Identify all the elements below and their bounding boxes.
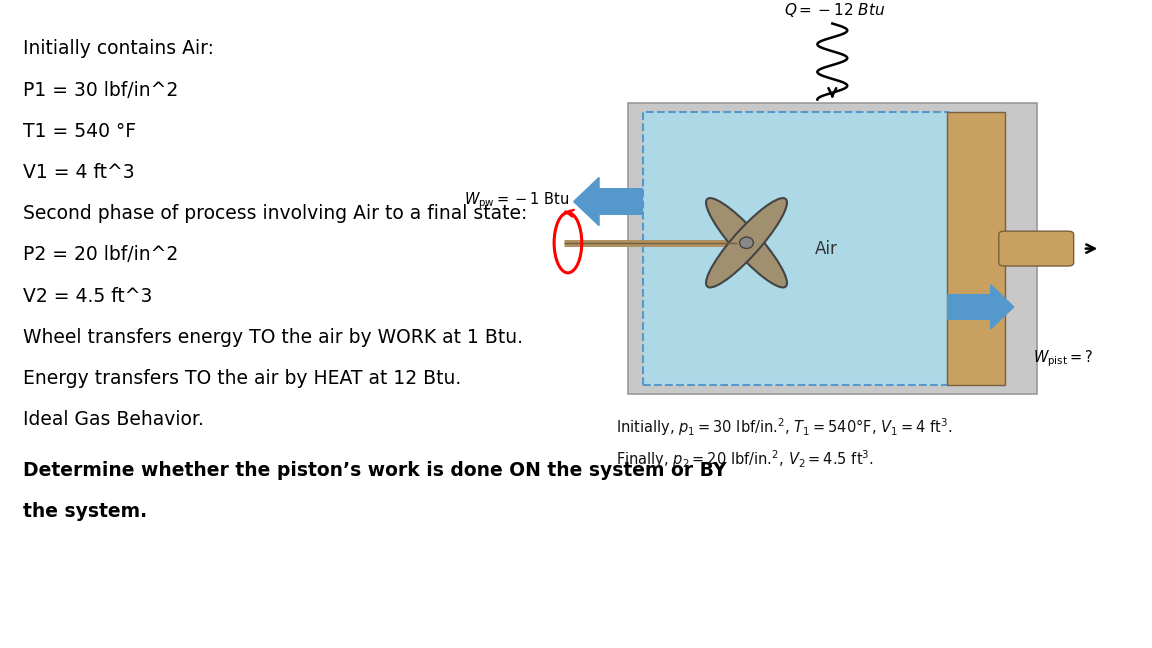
- Ellipse shape: [706, 198, 787, 288]
- Bar: [947, 294, 991, 319]
- Text: P2 = 20 lbf/in^2: P2 = 20 lbf/in^2: [23, 246, 179, 264]
- Text: V2 = 4.5 ft^3: V2 = 4.5 ft^3: [23, 286, 152, 306]
- Text: the system.: the system.: [23, 502, 147, 521]
- Bar: [628, 103, 1037, 395]
- Text: $W_{\rm pist} = ?$: $W_{\rm pist} = ?$: [1033, 348, 1093, 369]
- FancyBboxPatch shape: [999, 231, 1074, 266]
- Text: Initially, $p_1 = 30$ lbf/in.$^2$, $T_1 = 540$°F, $V_1 = 4$ ft$^3$.: Initially, $p_1 = 30$ lbf/in.$^2$, $T_1 …: [616, 417, 953, 438]
- Text: V1 = 4 ft^3: V1 = 4 ft^3: [23, 163, 135, 182]
- Text: T1 = 540 °F: T1 = 540 °F: [23, 122, 136, 141]
- Bar: [947, 112, 1005, 385]
- Polygon shape: [574, 178, 599, 226]
- Bar: [599, 187, 643, 216]
- Text: Second phase of process involving Air to a final state:: Second phase of process involving Air to…: [23, 204, 528, 223]
- Text: Finally, $p_2 = 20$ lbf/in.$^2$, $V_2 = 4.5$ ft$^3$.: Finally, $p_2 = 20$ lbf/in.$^2$, $V_2 = …: [616, 448, 874, 470]
- Text: Initially contains Air:: Initially contains Air:: [23, 40, 214, 58]
- Text: $W_{\rm pw} = -1$ Btu: $W_{\rm pw} = -1$ Btu: [463, 191, 569, 211]
- Ellipse shape: [706, 198, 787, 288]
- Text: Ideal Gas Behavior.: Ideal Gas Behavior.: [23, 410, 204, 429]
- Text: Determine whether the piston’s work is done ON the system or BY: Determine whether the piston’s work is d…: [23, 461, 727, 480]
- Ellipse shape: [740, 237, 753, 248]
- Text: Air: Air: [814, 240, 838, 258]
- Text: Wheel transfers energy TO the air by WORK at 1 Btu.: Wheel transfers energy TO the air by WOR…: [23, 328, 523, 347]
- Text: P1 = 30 lbf/in^2: P1 = 30 lbf/in^2: [23, 80, 179, 100]
- Polygon shape: [991, 284, 1014, 329]
- Bar: [643, 112, 948, 385]
- Text: Energy transfers TO the air by HEAT at 12 Btu.: Energy transfers TO the air by HEAT at 1…: [23, 369, 461, 388]
- Text: $Q = -12$ Btu: $Q = -12$ Btu: [785, 1, 885, 19]
